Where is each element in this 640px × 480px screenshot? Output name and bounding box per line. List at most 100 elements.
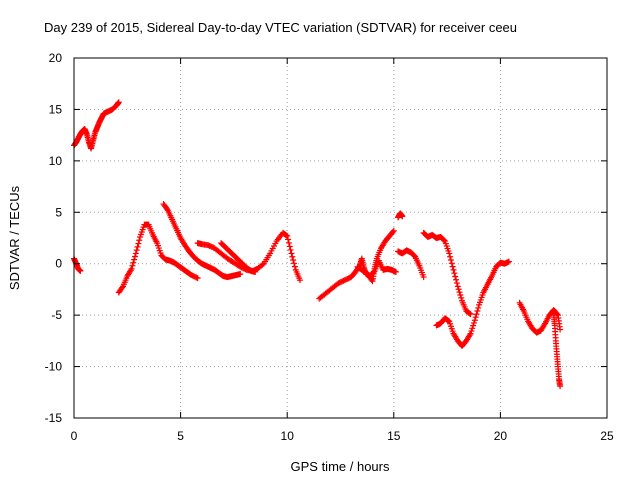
data-point [448, 260, 455, 267]
series-s12 [433, 258, 512, 349]
series-s7 [316, 227, 397, 302]
series-s1 [71, 255, 84, 274]
data-point [135, 240, 142, 247]
series-s4 [160, 201, 244, 281]
series-s5 [194, 229, 303, 284]
data-point [470, 322, 477, 329]
data-point [296, 277, 303, 284]
data-point [163, 205, 170, 212]
data-point [237, 271, 244, 277]
series-s14 [550, 312, 564, 390]
data-point [288, 250, 295, 257]
data-point [456, 289, 463, 296]
data-point [194, 275, 201, 282]
data-point [389, 228, 396, 235]
data-point [77, 267, 84, 274]
data-point [475, 304, 482, 311]
data-point [467, 311, 474, 318]
data-point [133, 247, 140, 254]
x-axis-label: GPS time / hours [291, 459, 390, 474]
chart-title: Day 239 of 2015, Sidereal Day-to-day VTE… [44, 20, 517, 35]
data-point [129, 262, 136, 269]
data-point [474, 308, 481, 315]
data-point [457, 291, 464, 298]
data-point [259, 261, 266, 268]
data-point [447, 257, 454, 264]
data-point [441, 237, 448, 244]
y-tick-label: 0 [55, 257, 62, 271]
data-point [291, 263, 298, 270]
data-point [284, 232, 291, 239]
y-tick-label: -10 [45, 360, 63, 374]
y-tick-label: 20 [49, 51, 63, 65]
data-point [283, 232, 290, 239]
data-point [115, 99, 122, 106]
data-point [285, 236, 292, 243]
y-tick-label: -5 [51, 308, 62, 322]
data-point [131, 256, 138, 263]
data-point [445, 317, 452, 324]
axis-ticks: 0 5 10 15 20 25 -15 -10 -5 0 5 10 15 20 [45, 51, 614, 443]
data-point [287, 246, 294, 253]
data-point [466, 310, 473, 317]
x-tick-label: 5 [177, 429, 184, 443]
data-point [193, 274, 200, 281]
data-point [130, 259, 137, 266]
y-tick-label: -15 [45, 411, 63, 425]
data-point [554, 311, 561, 318]
data-point [557, 383, 564, 390]
series-s9 [395, 210, 406, 221]
data-point [505, 258, 512, 265]
y-tick-label: 15 [49, 102, 63, 116]
data-point [390, 227, 397, 234]
data-point [453, 280, 460, 287]
x-tick-label: 20 [494, 429, 508, 443]
x-tick-label: 25 [600, 429, 614, 443]
data-point [131, 253, 138, 260]
series-s8 [354, 257, 399, 280]
data-point [290, 257, 297, 264]
data-point [467, 330, 474, 337]
series-s13 [516, 299, 564, 336]
y-tick-label: 10 [49, 154, 63, 168]
data-point [252, 268, 259, 275]
data-point [291, 260, 298, 267]
data-point [447, 253, 454, 260]
data-point [420, 274, 427, 281]
data-point [285, 239, 292, 246]
data-point [132, 250, 139, 257]
data-point [471, 317, 478, 324]
data-point [134, 243, 141, 250]
series-s6 [218, 240, 259, 275]
data-point [286, 243, 293, 250]
data-point [449, 263, 456, 270]
data-point [446, 250, 453, 257]
series-s11 [420, 229, 474, 318]
y-tick-label: 5 [55, 205, 62, 219]
data-point [473, 311, 480, 318]
data-point [128, 265, 135, 272]
series-s10 [395, 247, 427, 281]
data-point [452, 273, 459, 280]
data-point [289, 253, 296, 260]
data-point [472, 314, 479, 321]
data-point [450, 266, 457, 273]
data-point [370, 268, 377, 275]
data-point [470, 319, 477, 326]
data-point [453, 276, 460, 283]
y-axis-label: SDTVAR / TECUs [7, 185, 22, 290]
plot-border [73, 57, 608, 419]
data-point [455, 286, 462, 293]
data-points [71, 99, 564, 390]
data-point [454, 283, 461, 290]
data-point [392, 268, 399, 275]
data-point [468, 327, 475, 334]
x-tick-label: 0 [71, 429, 78, 443]
data-point [458, 294, 465, 301]
data-point [469, 325, 476, 332]
data-point [119, 284, 126, 291]
series-s3 [115, 221, 201, 296]
data-point [399, 213, 406, 220]
data-point [557, 326, 564, 333]
